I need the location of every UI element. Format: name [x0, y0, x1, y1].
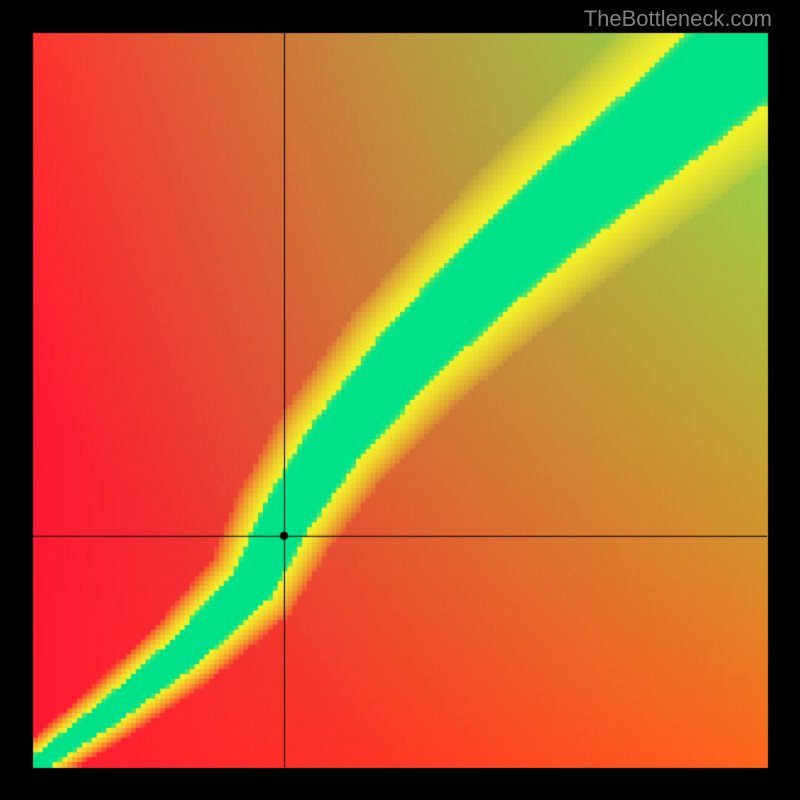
chart-container: TheBottleneck.com — [0, 0, 800, 800]
watermark-text: TheBottleneck.com — [584, 6, 772, 32]
heatmap-canvas — [0, 0, 800, 800]
